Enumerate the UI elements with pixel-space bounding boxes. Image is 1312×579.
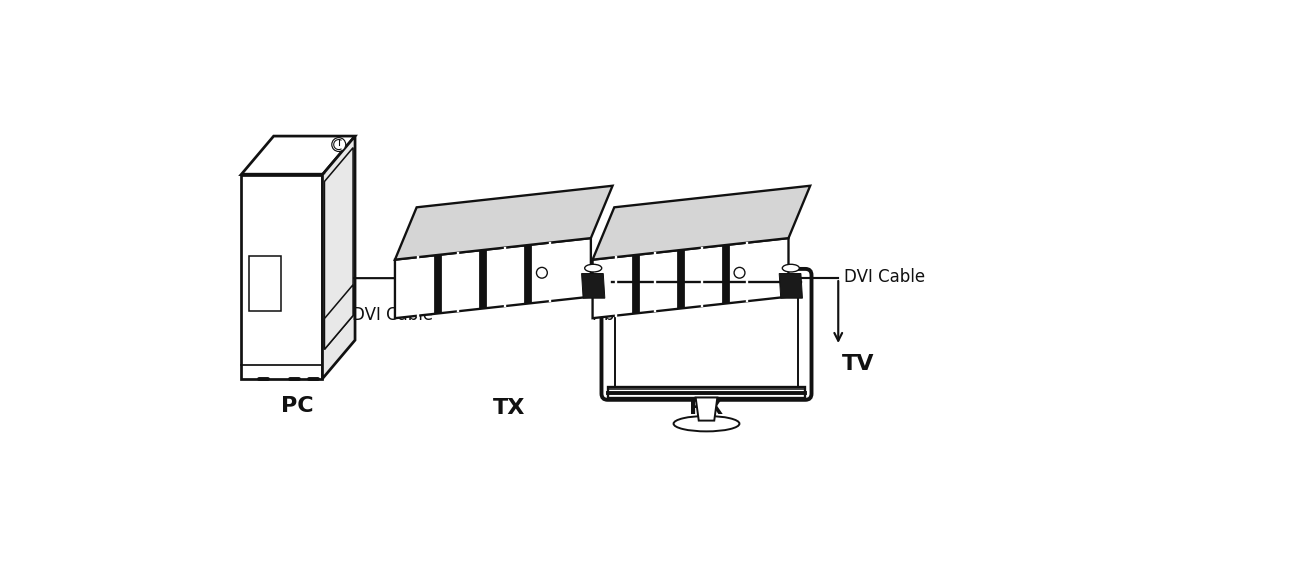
Polygon shape [593, 186, 811, 259]
Polygon shape [324, 148, 353, 349]
Circle shape [332, 138, 346, 152]
Text: Fiber: Fiber [590, 306, 631, 324]
Ellipse shape [585, 264, 602, 272]
Text: DVI Cable: DVI Cable [352, 306, 433, 324]
Polygon shape [395, 186, 613, 259]
Polygon shape [395, 238, 590, 318]
Polygon shape [324, 285, 353, 349]
Polygon shape [581, 273, 605, 298]
FancyBboxPatch shape [601, 269, 812, 400]
Circle shape [735, 267, 745, 278]
Ellipse shape [673, 416, 740, 431]
Circle shape [537, 267, 547, 278]
Text: PC: PC [281, 396, 314, 416]
Text: TX: TX [493, 398, 525, 417]
Polygon shape [593, 238, 789, 318]
Polygon shape [241, 175, 323, 379]
Ellipse shape [782, 264, 799, 272]
Text: TV: TV [842, 354, 875, 373]
Polygon shape [695, 398, 718, 420]
Polygon shape [241, 136, 356, 175]
FancyBboxPatch shape [607, 387, 806, 398]
Text: RX: RX [689, 398, 723, 417]
Polygon shape [323, 136, 356, 379]
Text: DVI Cable: DVI Cable [845, 267, 925, 285]
FancyBboxPatch shape [615, 280, 798, 387]
Polygon shape [779, 273, 803, 298]
FancyBboxPatch shape [249, 256, 281, 312]
